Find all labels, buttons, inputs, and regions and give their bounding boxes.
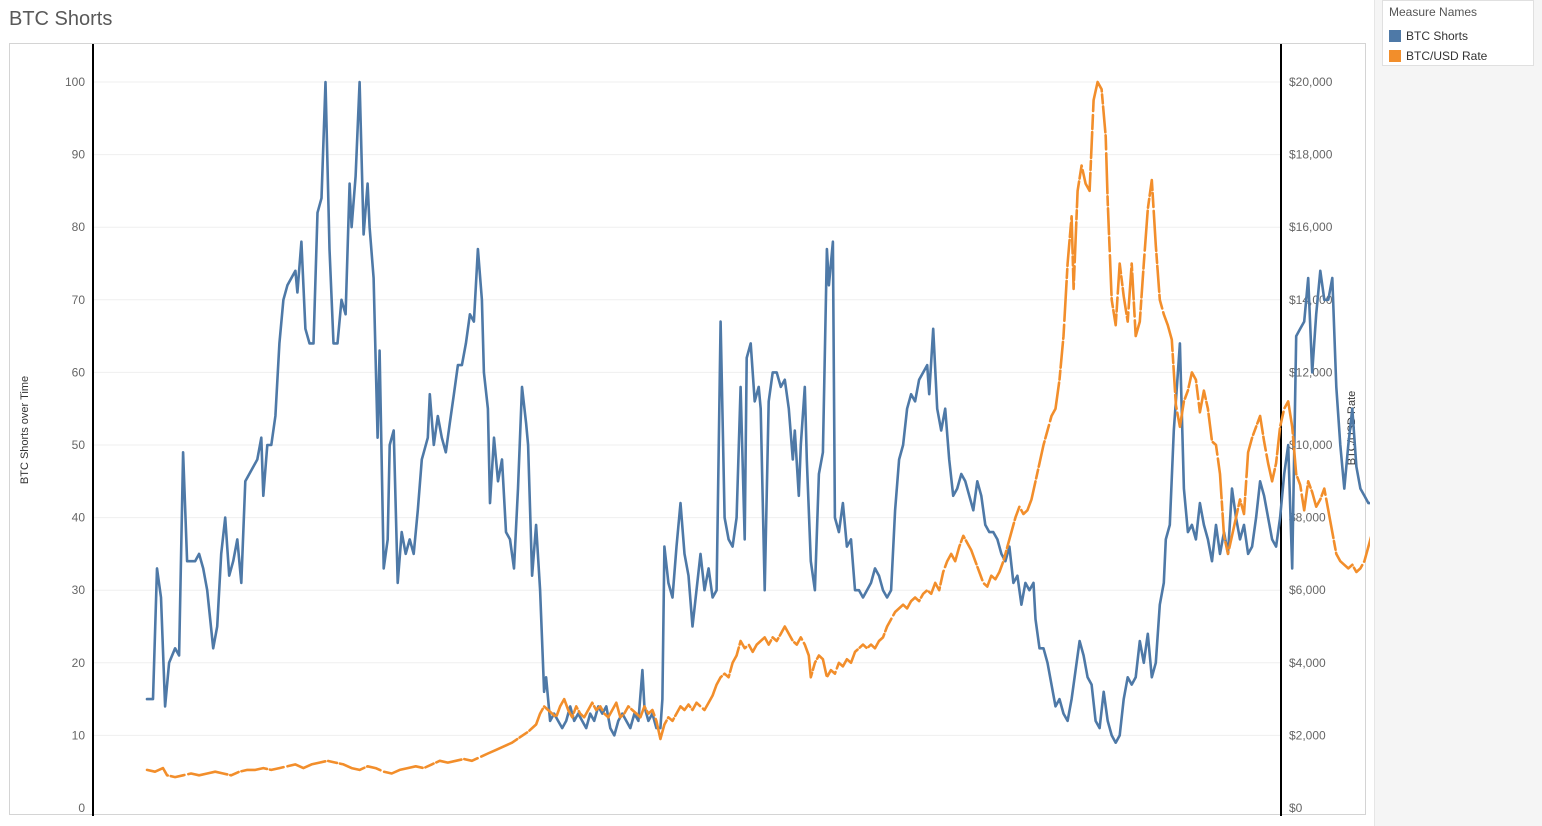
legend-swatch-btc-shorts: [1389, 30, 1401, 42]
right-tick-label: $0: [1289, 801, 1303, 815]
left-tick-label: 60: [72, 365, 86, 379]
legend-label-btc-usd-rate: BTC/USD Rate: [1406, 49, 1488, 63]
left-tick-label: 50: [72, 438, 86, 452]
left-tick-label: 40: [72, 511, 86, 525]
series-line-btc-usd-rate[interactable]: [145, 80, 1370, 779]
gridlines: [93, 81, 1281, 736]
legend-label-btc-shorts: BTC Shorts: [1406, 29, 1469, 43]
right-tick-label: $10,000: [1289, 438, 1333, 452]
legend: Measure Names BTC Shorts BTC/USD Rate: [1382, 0, 1534, 66]
right-tick-label: $16,000: [1289, 220, 1333, 234]
left-tick-label: 10: [72, 728, 86, 742]
right-tick-label: $14,000: [1289, 293, 1333, 307]
right-tick-label: $12,000: [1289, 365, 1333, 379]
series-layer: [145, 80, 1370, 779]
legend-title: Measure Names: [1389, 5, 1478, 19]
left-tick-label: 0: [78, 801, 85, 815]
right-tick-label: $6,000: [1289, 583, 1326, 597]
legend-item-btc-shorts[interactable]: BTC Shorts: [1389, 28, 1468, 44]
chart-frame: [9, 43, 1366, 815]
left-tick-label: 20: [72, 656, 86, 670]
left-axis-title: BTC Shorts over Time: [19, 376, 31, 484]
left-axis-ticks: 0 10 20 30 40 50 60 70 80 90 100: [65, 75, 85, 815]
left-tick-label: 80: [72, 220, 86, 234]
chart-title: BTC Shorts: [9, 8, 113, 30]
left-tick-label: 30: [72, 583, 86, 597]
right-tick-label: $2,000: [1289, 728, 1326, 742]
left-tick-label: 100: [65, 75, 85, 89]
left-tick-label: 90: [72, 148, 86, 162]
series-line-btc-shorts[interactable]: [145, 80, 1370, 744]
legend-panel: [1374, 0, 1542, 826]
left-tick-label: 70: [72, 293, 86, 307]
right-tick-label: $18,000: [1289, 148, 1333, 162]
legend-swatch-btc-usd-rate: [1389, 50, 1401, 62]
right-tick-label: $4,000: [1289, 656, 1326, 670]
legend-item-btc-usd-rate[interactable]: BTC/USD Rate: [1389, 48, 1487, 64]
right-tick-label: $8,000: [1289, 511, 1326, 525]
right-axis-ticks: $0 $2,000 $4,000 $6,000 $8,000 $10,000 $12,000…: [1289, 75, 1333, 815]
right-tick-label: $20,000: [1289, 75, 1333, 89]
chart-svg: 0 10 20 30 40 50 60 70 80 90 100 $0 $2,000 $4,000 $6,…: [19, 44, 1370, 816]
